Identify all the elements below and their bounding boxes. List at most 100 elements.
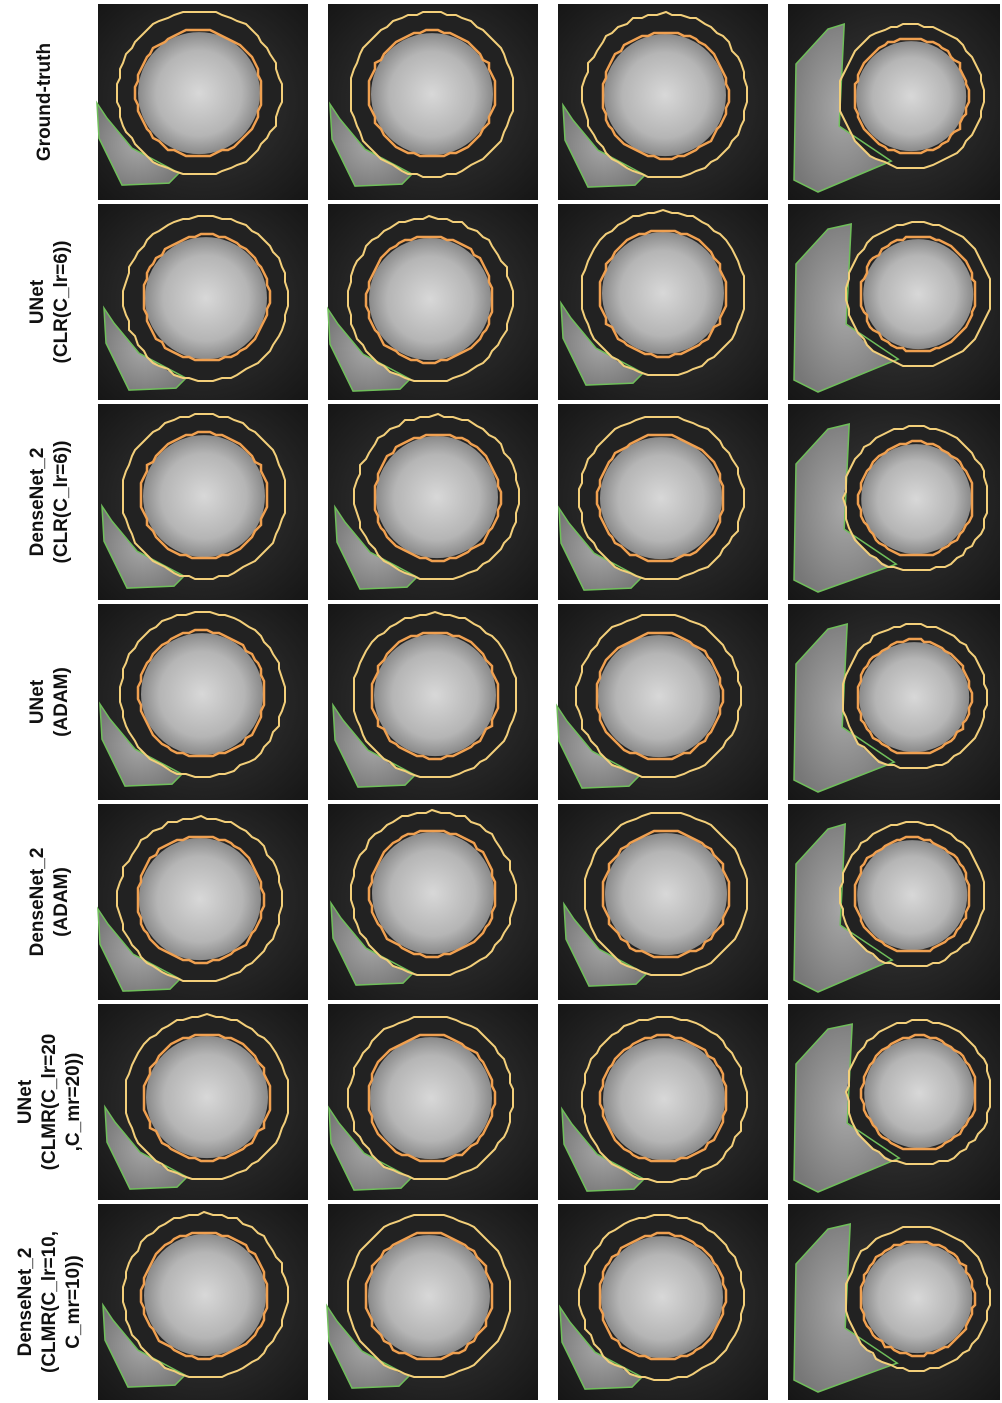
- row-label: UNet (ADAM): [27, 667, 72, 737]
- image-cell: [558, 4, 768, 200]
- rv-contour: [103, 305, 188, 391]
- row-label-line: UNet: [15, 1079, 36, 1124]
- outer-contour: [578, 1214, 745, 1381]
- outer-contour: [581, 1016, 748, 1183]
- inner-contour: [136, 835, 266, 965]
- inner-contour: [856, 439, 974, 557]
- rv-contour: [563, 901, 648, 987]
- rv-contour: [97, 906, 182, 992]
- inner-contour: [595, 631, 725, 761]
- inner-contour: [370, 631, 500, 761]
- row-label: Ground-truth: [34, 43, 55, 161]
- rv-contour: [558, 505, 643, 591]
- rv-contour: [556, 703, 641, 789]
- inner-contour: [598, 1033, 728, 1163]
- image-cell: [98, 204, 308, 400]
- rv-contour: [327, 306, 412, 392]
- inner-contour: [367, 1033, 497, 1163]
- image-cell: [328, 804, 538, 1000]
- blood-pool: [371, 33, 493, 156]
- rv-region: [102, 506, 184, 589]
- row-label: DenseNet_2 (ADAM): [27, 848, 72, 957]
- row-label-line: Ground-truth: [34, 43, 55, 161]
- inner-contour: [142, 1033, 272, 1163]
- rv-contour: [793, 1023, 901, 1193]
- rv-contour: [560, 300, 645, 386]
- inner-contour: [136, 628, 266, 758]
- rv-contour: [96, 100, 181, 186]
- image-cell: [558, 204, 768, 400]
- outer-contour: [578, 416, 745, 580]
- inner-contour: [853, 835, 971, 953]
- blood-pool: [602, 232, 724, 355]
- row-label: DenseNet_2 (CLMR(C_lr=10, C_mr=10)): [15, 1231, 84, 1373]
- image-cell: [556, 604, 768, 800]
- rv-contour: [101, 503, 186, 589]
- rv-contour: [793, 22, 893, 193]
- blood-pool: [368, 1235, 490, 1358]
- outer-contour: [347, 214, 514, 382]
- row-label-line: DenseNet_2: [15, 1248, 36, 1357]
- rv-region: [104, 308, 186, 391]
- outer-contour: [839, 23, 985, 169]
- image-cell: [788, 604, 1000, 800]
- row-label-line: (CLR(C_lr=6)): [51, 241, 72, 364]
- outer-contour: [581, 10, 748, 178]
- inner-contour: [601, 829, 731, 959]
- rv-contour: [559, 1304, 644, 1390]
- row-label-line: (CLMR(C_lr=20: [39, 1034, 60, 1171]
- image-cell: [328, 404, 538, 600]
- row-label-line: UNet: [27, 679, 48, 724]
- blood-pool: [601, 1236, 723, 1359]
- outer-contour: [116, 814, 283, 982]
- image-cell: [97, 804, 308, 1000]
- image-cell: [327, 204, 538, 400]
- outer-contour: [119, 611, 286, 778]
- rv-contour: [793, 1223, 899, 1393]
- blood-pool: [146, 1036, 268, 1159]
- blood-pool: [374, 634, 496, 757]
- image-cell: [788, 1004, 1000, 1200]
- image-cell: [558, 404, 768, 600]
- blood-pool: [141, 633, 263, 756]
- outer-contour: [839, 821, 985, 967]
- outer-contour: [845, 221, 991, 367]
- inner-contour: [139, 1231, 269, 1361]
- row-label-line: (CLR(C_lr=6)): [51, 441, 72, 564]
- inner-contour: [364, 235, 494, 365]
- rv-contour: [793, 423, 898, 593]
- row-label-line: UNet: [27, 279, 48, 324]
- outer-contour: [350, 11, 514, 178]
- image-cell: [98, 1004, 308, 1200]
- rv-contour: [326, 1303, 411, 1389]
- blood-pool: [856, 41, 967, 152]
- blood-pool: [603, 1038, 725, 1161]
- image-cell: [788, 4, 1000, 200]
- blood-pool: [861, 444, 972, 555]
- rv-contour: [334, 504, 419, 590]
- row-label-line: (ADAM): [51, 667, 72, 737]
- blood-pool: [372, 832, 494, 955]
- blood-pool: [143, 435, 265, 558]
- blood-pool: [605, 833, 727, 956]
- image-cell: [328, 1004, 538, 1200]
- image-cell: [98, 604, 308, 800]
- blood-pool: [857, 840, 968, 951]
- blood-pool: [139, 838, 261, 961]
- row-label: DenseNet_2 (CLR(C_lr=6)): [27, 441, 72, 564]
- outer-contour: [122, 413, 286, 580]
- row-label: UNet (CLR(C_lr=6)): [27, 241, 72, 364]
- rv-region: [560, 1307, 642, 1390]
- outer-contour: [845, 1226, 991, 1372]
- blood-pool: [138, 32, 260, 155]
- outer-contour: [350, 808, 517, 976]
- inner-contour: [853, 37, 971, 155]
- image-cell: [326, 1204, 538, 1400]
- inner-contour: [139, 430, 269, 560]
- image-cell: [558, 1204, 768, 1400]
- blood-pool: [144, 1234, 266, 1357]
- row-label: UNet (CLMR(C_lr=20 ,C_mr=20)): [15, 1034, 84, 1171]
- image-cell: [98, 404, 308, 600]
- outer-contour: [575, 614, 742, 778]
